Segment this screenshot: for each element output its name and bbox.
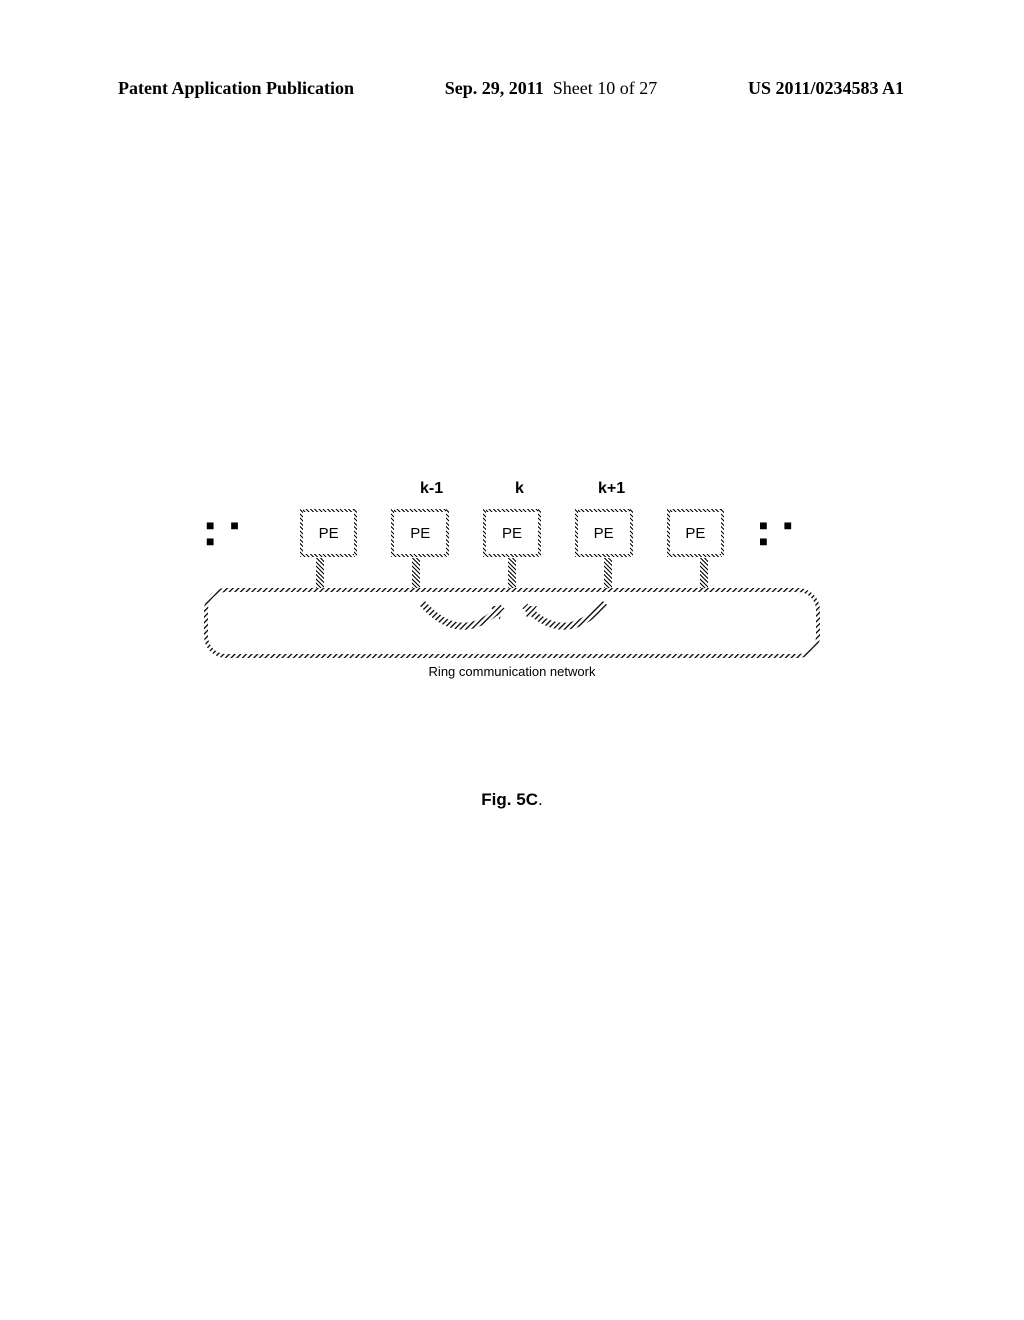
header-date: Sep. 29, 2011 [445,78,544,98]
top-index-labels: k-1 k k+1 [192,480,832,504]
pe-row: ■ ■ ■ PE PE PE PE PE ■ ■ ■ [192,508,832,558]
label-k: k [515,480,524,498]
figure-caption-period: . [538,790,543,809]
arrow-right-to-k [510,598,610,648]
figure-caption-text: Fig. 5C [481,790,538,809]
pe-box: PE [667,509,725,557]
connector [508,558,516,588]
pe-box: PE [300,509,358,557]
pe-box: PE [391,509,449,557]
figure-5c: k-1 k k+1 ■ ■ ■ PE PE PE PE PE ■ ■ ■ [192,480,832,740]
pe-label: PE [300,509,358,557]
header-right: US 2011/0234583 A1 [748,78,904,99]
pe-label: PE [575,509,633,557]
ellipsis-right: ■ ■ ■ [745,517,832,549]
page-header: Patent Application Publication Sep. 29, … [0,78,1024,99]
label-k-plus-1: k+1 [598,480,625,498]
figure-caption: Fig. 5C. [0,790,1024,810]
connector [700,558,708,588]
header-sheet: Sheet 10 of 27 [553,78,657,98]
pe-label: PE [391,509,449,557]
ellipsis-left: ■ ■ ■ [192,517,279,549]
pe-label: PE [483,509,541,557]
arrow-left-to-k [417,598,517,648]
header-center: Sep. 29, 2011 Sheet 10 of 27 [445,78,658,99]
ring-caption: Ring communication network [192,664,832,679]
header-left: Patent Application Publication [118,78,354,99]
connector [316,558,324,588]
pe-box: PE [483,509,541,557]
label-k-minus-1: k-1 [420,480,443,498]
pe-label: PE [667,509,725,557]
connector [412,558,420,588]
pe-box: PE [575,509,633,557]
connector [604,558,612,588]
